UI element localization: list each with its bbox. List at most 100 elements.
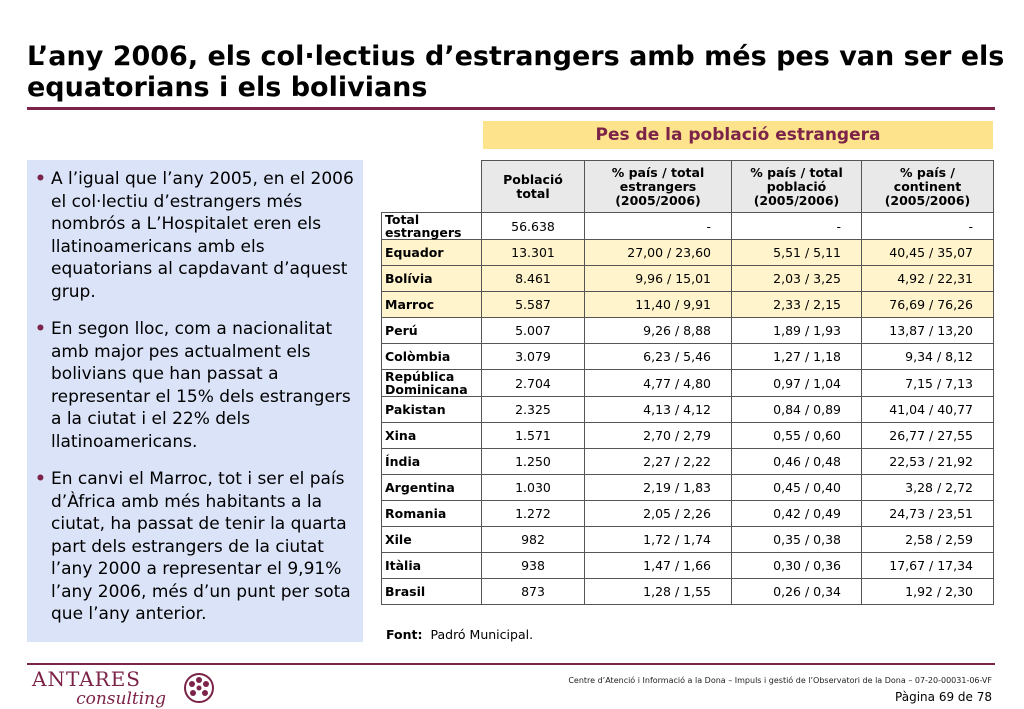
pct-continent-cell: - [861, 212, 994, 240]
row-label-cell: República Dominicana [381, 369, 482, 397]
table-row: Índia 1.250 2,27 / 2,22 0,46 / 0,48 22,53 / … [381, 448, 994, 475]
table-row: Xile 982 1,72 / 1,74 0,35 / 0,38 2,58 / 2,59 [381, 526, 994, 553]
header-corner [381, 160, 482, 213]
bullet-text: En segon lloc, com a nacionalitat amb ma… [51, 319, 351, 452]
slide-title: L’any 2006, els col·lectius d’estrangers… [27, 41, 1005, 103]
pct-population-cell: 2,03 / 3,25 [731, 265, 862, 292]
pct-foreign-cell: 2,19 / 1,83 [584, 474, 732, 501]
company-logo: ANTARES consulting [32, 668, 172, 708]
flower-emblem-icon [184, 673, 214, 703]
pct-population-cell: 2,33 / 2,15 [731, 291, 862, 318]
pct-foreign-cell: 1,72 / 1,74 [584, 526, 732, 553]
pct-continent-cell: 2,58 / 2,59 [861, 526, 994, 553]
bullet-item: • A l’igual que l’any 2005, en el 2006 e… [35, 168, 357, 303]
table-row: Argentina 1.030 2,19 / 1,83 0,45 / 0,40 3,28… [381, 474, 994, 501]
pct-population-cell: 5,51 / 5,11 [731, 239, 862, 266]
pct-continent-cell: 3,28 / 2,72 [861, 474, 994, 501]
population-cell: 938 [481, 552, 585, 579]
pct-population-cell: 1,27 / 1,18 [731, 343, 862, 370]
population-cell: 1.030 [481, 474, 585, 501]
pct-foreign-cell: 9,26 / 8,88 [584, 317, 732, 344]
pct-continent-cell: 4,92 / 22,31 [861, 265, 994, 292]
row-label-cell: Itàlia [381, 552, 482, 579]
population-cell: 1.272 [481, 500, 585, 527]
row-label-cell: Xile [381, 526, 482, 553]
population-cell: 13.301 [481, 239, 585, 266]
row-label-cell: Equador [381, 239, 482, 266]
header-cell: Població total [481, 160, 585, 213]
population-cell: 5.587 [481, 291, 585, 318]
bullet-icon: • [35, 319, 46, 339]
pct-continent-cell: 7,15 / 7,13 [861, 369, 994, 397]
pct-foreign-cell: - [584, 212, 732, 240]
pct-population-cell: 0,84 / 0,89 [731, 396, 862, 423]
pct-continent-cell: 1,92 / 2,30 [861, 578, 994, 605]
pct-continent-cell: 24,73 / 23,51 [861, 500, 994, 527]
pct-continent-cell: 41,04 / 40,77 [861, 396, 994, 423]
row-label-cell: Brasil [381, 578, 482, 605]
bullet-item: • En segon lloc, com a nacionalitat amb … [35, 318, 357, 453]
pct-continent-cell: 22,53 / 21,92 [861, 448, 994, 475]
table-row: Pakistan 2.325 4,13 / 4,12 0,84 / 0,89 41,04… [381, 396, 994, 423]
logo-line-2: consulting [76, 689, 166, 709]
row-label-cell: Pakistan [381, 396, 482, 423]
table-row: Bolívia 8.461 9,96 / 15,01 2,03 / 3,25 4,92 … [381, 265, 994, 292]
table-row: Equador 13.301 27,00 / 23,60 5,51 / 5,11 40,… [381, 239, 994, 266]
population-cell: 982 [481, 526, 585, 553]
table-row: Itàlia 938 1,47 / 1,66 0,30 / 0,36 17,67 / 1… [381, 552, 994, 579]
pct-foreign-cell: 2,70 / 2,79 [584, 422, 732, 449]
row-label-cell: Índia [381, 448, 482, 475]
population-cell: 2.704 [481, 369, 585, 397]
pct-foreign-cell: 4,13 / 4,12 [584, 396, 732, 423]
pct-foreign-cell: 1,28 / 1,55 [584, 578, 732, 605]
population-cell: 1.250 [481, 448, 585, 475]
table-title: Pes de la població estrangera [483, 121, 993, 149]
table-row: Brasil 873 1,28 / 1,55 0,26 / 0,34 1,92 / 2,… [381, 578, 994, 605]
pct-population-cell: 0,30 / 0,36 [731, 552, 862, 579]
pct-continent-cell: 17,67 / 17,34 [861, 552, 994, 579]
pct-continent-cell: 13,87 / 13,20 [861, 317, 994, 344]
source-text: Padró Municipal. [430, 627, 534, 642]
table-row: Marroc 5.587 11,40 / 9,91 2,33 / 2,15 76,69 … [381, 291, 994, 318]
table-row: Xina 1.571 2,70 / 2,79 0,55 / 0,60 26,77 / 2… [381, 422, 994, 449]
bullet-icon: • [35, 469, 46, 489]
table-row: Perú 5.007 9,26 / 8,88 1,89 / 1,93 13,87 / 1… [381, 317, 994, 344]
population-cell: 2.325 [481, 396, 585, 423]
pct-foreign-cell: 6,23 / 5,46 [584, 343, 732, 370]
header-cell: % país / total estrangers (2005/2006) [584, 160, 732, 213]
table-row: Total estrangers 56.638- - - [381, 212, 994, 240]
source-label: Font: [386, 627, 423, 642]
footer-note: Centre d’Atenció i Informació a la Dona … [568, 676, 992, 685]
title-divider [27, 107, 995, 110]
foreign-population-table: Població total % país / total estrangers… [381, 160, 994, 605]
commentary-panel: • A l’igual que l’any 2005, en el 2006 e… [27, 160, 363, 642]
row-label-cell: Bolívia [381, 265, 482, 292]
footer-divider [27, 663, 995, 665]
pct-foreign-cell: 4,77 / 4,80 [584, 369, 732, 397]
row-label-cell: Perú [381, 317, 482, 344]
row-label-cell: Argentina [381, 474, 482, 501]
pct-population-cell: 0,97 / 1,04 [731, 369, 862, 397]
bullet-item: • En canvi el Marroc, tot i ser el país … [35, 468, 357, 626]
logo-line-1: ANTARES [32, 667, 141, 691]
table-row: República Dominicana 2.704 4,77 / 4,80 0,97… [381, 369, 994, 397]
table-row: Colòmbia 3.079 6,23 / 5,46 1,27 / 1,18 9,34 … [381, 343, 994, 370]
pct-population-cell: 0,46 / 0,48 [731, 448, 862, 475]
pct-foreign-cell: 2,05 / 2,26 [584, 500, 732, 527]
header-cell: % país / continent (2005/2006) [861, 160, 994, 213]
row-label-cell: Romania [381, 500, 482, 527]
population-cell: 1.571 [481, 422, 585, 449]
row-label-cell: Xina [381, 422, 482, 449]
source-note: Font: Padró Municipal. [386, 627, 533, 642]
pct-foreign-cell: 2,27 / 2,22 [584, 448, 732, 475]
pct-continent-cell: 26,77 / 27,55 [861, 422, 994, 449]
pct-continent-cell: 76,69 / 76,26 [861, 291, 994, 318]
pct-population-cell: 1,89 / 1,93 [731, 317, 862, 344]
pct-foreign-cell: 1,47 / 1,66 [584, 552, 732, 579]
pct-population-cell: 0,55 / 0,60 [731, 422, 862, 449]
row-label-cell: Total estrangers [381, 212, 482, 240]
bullet-icon: • [35, 169, 46, 189]
table-row: Romania 1.272 2,05 / 2,26 0,42 / 0,49 24,73 … [381, 500, 994, 527]
population-cell: 873 [481, 578, 585, 605]
pct-continent-cell: 9,34 / 8,12 [861, 343, 994, 370]
